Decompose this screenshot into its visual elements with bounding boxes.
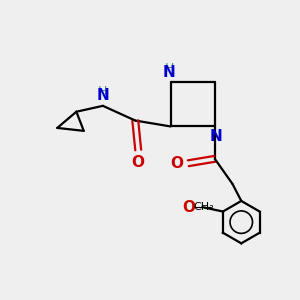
Text: O: O [132, 155, 145, 170]
Text: N: N [97, 88, 109, 104]
Text: O: O [182, 200, 195, 214]
Text: O: O [170, 156, 183, 171]
Text: N: N [210, 129, 223, 144]
Text: CH₃: CH₃ [194, 202, 214, 212]
Text: H: H [98, 85, 108, 98]
Text: H: H [164, 62, 174, 75]
Text: N: N [163, 65, 175, 80]
